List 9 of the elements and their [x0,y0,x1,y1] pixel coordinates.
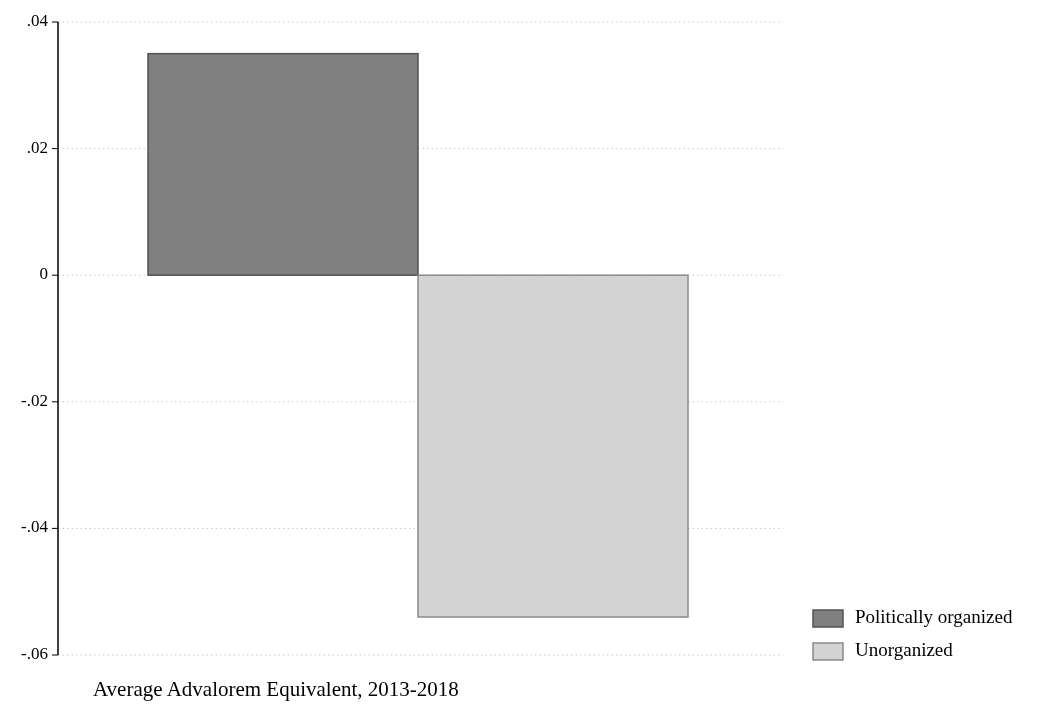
y-tick-label: -.06 [21,643,48,663]
y-tick-label: 0 [39,264,48,284]
legend-label: Unorganized [855,639,954,661]
y-tick-label: -.02 [21,390,48,410]
y-tick-label: -.04 [21,517,49,537]
legend-label: Politically organized [855,606,1013,628]
y-tick-label: .02 [26,137,48,157]
y-tick-label: .04 [26,10,49,30]
x-axis-title: Average Advalorem Equivalent, 2013-2018 [93,677,459,701]
